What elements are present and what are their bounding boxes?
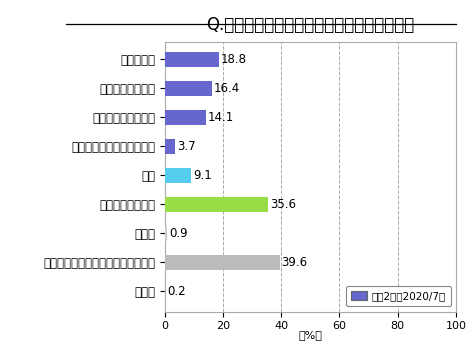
Bar bbox=[164, 204, 268, 209]
Text: 0.9: 0.9 bbox=[169, 227, 188, 240]
Bar bbox=[164, 255, 280, 270]
Bar bbox=[164, 52, 219, 67]
Text: 9.1: 9.1 bbox=[193, 169, 212, 182]
Bar bbox=[164, 233, 167, 238]
Text: 0.2: 0.2 bbox=[167, 285, 186, 298]
Bar bbox=[164, 284, 165, 299]
Text: 3.7: 3.7 bbox=[177, 140, 196, 153]
Text: 39.6: 39.6 bbox=[282, 256, 308, 269]
Bar bbox=[164, 197, 268, 212]
Bar bbox=[164, 146, 175, 151]
Bar bbox=[164, 262, 280, 267]
Text: 14.1: 14.1 bbox=[207, 111, 234, 124]
Bar bbox=[164, 59, 219, 64]
Bar bbox=[164, 88, 212, 93]
Bar bbox=[164, 117, 205, 122]
Bar bbox=[164, 139, 175, 154]
Bar bbox=[164, 175, 191, 180]
Text: 35.6: 35.6 bbox=[270, 198, 296, 211]
X-axis label: （%）: （%） bbox=[298, 330, 322, 340]
Text: 16.4: 16.4 bbox=[214, 82, 240, 95]
Bar bbox=[164, 81, 212, 96]
Bar bbox=[164, 168, 191, 183]
Bar bbox=[164, 291, 165, 296]
Text: 18.8: 18.8 bbox=[221, 53, 247, 66]
Bar bbox=[164, 226, 167, 241]
Legend: ：第2回（2020/7）: ：第2回（2020/7） bbox=[346, 286, 451, 306]
Bar bbox=[164, 110, 205, 125]
Text: Q.今年の夏はどのように過ごす予定ですか？: Q.今年の夏はどのように過ごす予定ですか？ bbox=[206, 16, 415, 34]
